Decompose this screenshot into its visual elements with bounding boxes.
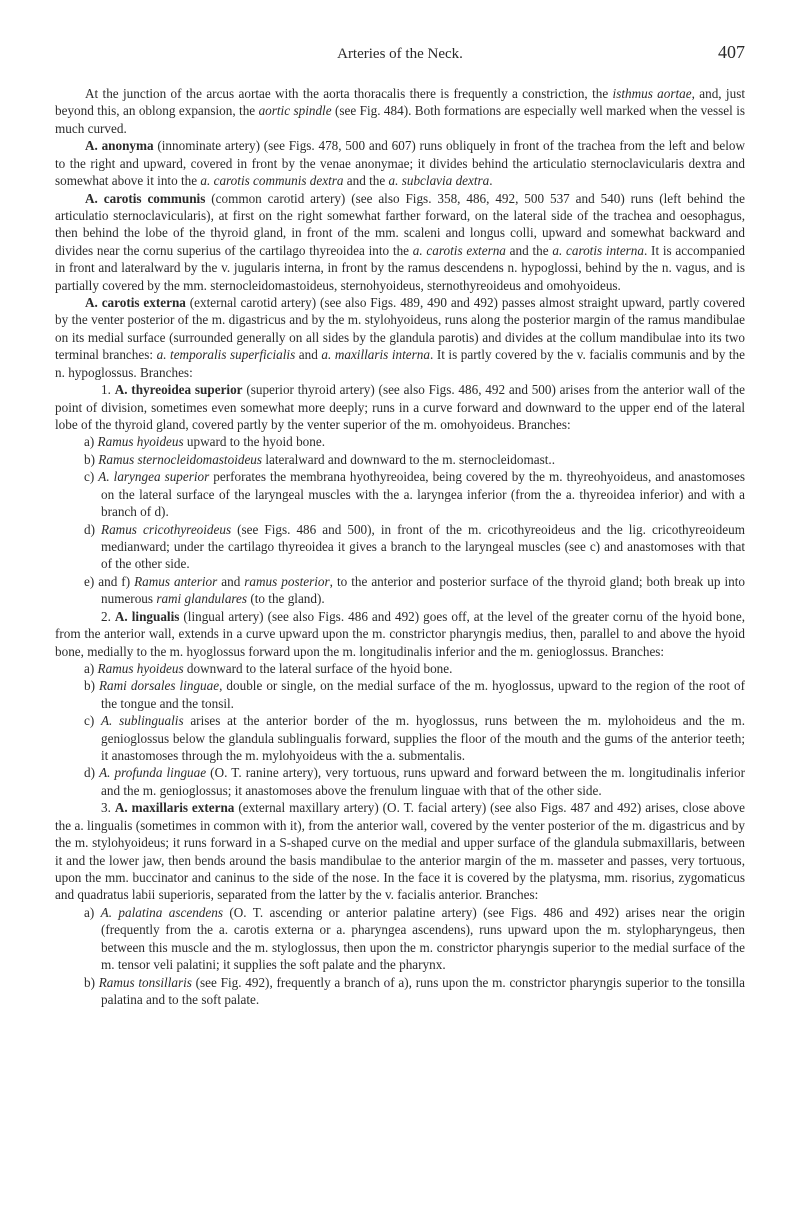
header-title: Arteries of the Neck.	[105, 46, 695, 63]
paragraph-thyreoidea-superior: 1. A. thyreoidea superior (superior thyr…	[55, 381, 745, 433]
paragraph-maxillaris-externa: 3. A. maxillaris externa (external maxil…	[55, 799, 745, 904]
page-container: Arteries of the Neck. 407 At the junctio…	[0, 0, 800, 1058]
sub-item-6d: d) A. profunda linguae (O. T. ranine art…	[55, 764, 745, 799]
sub-item-5d: d) Ramus cricothyreoideus (see Figs. 486…	[55, 521, 745, 573]
paragraph-lingualis: 2. A. lingualis (lingual artery) (see al…	[55, 608, 745, 660]
sub-item-5a: a) Ramus hyoideus upward to the hyoid bo…	[55, 433, 745, 450]
paragraph-intro: At the junction of the arcus aortae with…	[55, 85, 745, 137]
page-header: Arteries of the Neck. 407	[55, 42, 745, 63]
sub-item-6c: c) A. sublingualis arises at the anterio…	[55, 712, 745, 764]
paragraph-carotis-communis: A. carotis communis (common carotid arte…	[55, 190, 745, 295]
sub-item-6a: a) Ramus hyoideus downward to the latera…	[55, 660, 745, 677]
paragraph-carotis-externa: A. carotis externa (external carotid art…	[55, 294, 745, 381]
sub-item-7a: a) A. palatina ascendens (O. T. ascendin…	[55, 904, 745, 974]
sub-item-7b: b) Ramus tonsillaris (see Fig. 492), fre…	[55, 974, 745, 1009]
page-number: 407	[695, 42, 745, 63]
sub-item-5e: e) and f) Ramus anterior and ramus poste…	[55, 573, 745, 608]
sub-item-6b: b) Rami dorsales linguae, double or sing…	[55, 677, 745, 712]
sub-item-5b: b) Ramus sternocleidomastoideus lateralw…	[55, 451, 745, 468]
paragraph-anonyma: A. anonyma (innominate artery) (see Figs…	[55, 137, 745, 189]
sub-item-5c: c) A. laryngea superior perforates the m…	[55, 468, 745, 520]
